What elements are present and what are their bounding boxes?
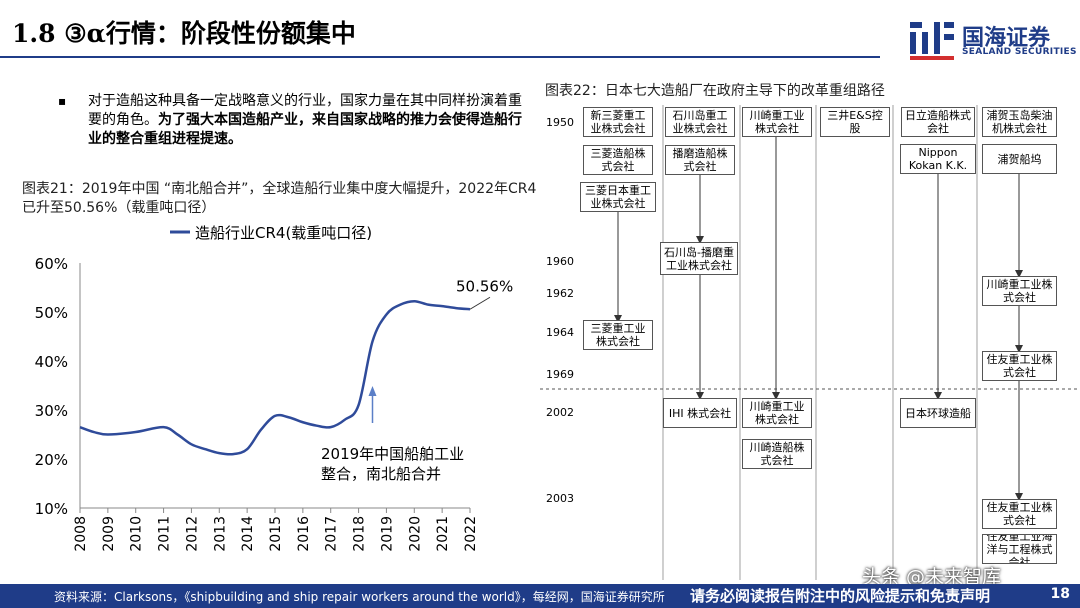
flow-arrows [614,137,1023,501]
footer-source: 资料来源：Clarksons，《shipbuilding and ship re… [54,590,665,604]
box-hitachi: 日立造船株式会社 [901,107,975,137]
year-label: 1964 [546,326,574,339]
watermark-text: 头条 @未来智库 [862,566,1002,588]
sealand-logo-icon [910,22,954,60]
box-sumitomo-2003: 住友重工业株式会社 [982,499,1057,529]
y-tick-label: 60% [35,255,68,273]
event-label-line2: 整合，南北船合并 [321,465,441,483]
footer-disclaimer: 请务必阅读报告附注中的风险提示和免责声明 [690,587,991,605]
box-mitsubishi-ship: 三菱造船株式会社 [583,145,653,175]
year-label: 2003 [546,492,574,505]
legend-label: 造船行业CR4(载重吨口径) [195,224,372,242]
box-kawasaki-1962: 川崎重工业株式会社 [982,276,1057,306]
box-kawasaki-1950: 川崎重工业株式会社 [742,107,812,137]
logo-en-text: SEALAND SECURITIES [962,47,1077,57]
company-logo: 国海证券 SEALAND SECURITIES [908,18,1076,62]
box-mitsubishi-heavy: 三菱重工业株式会社 [583,320,653,350]
page-title: 1.8 ③α行情：阶段性份额集中 [12,19,356,48]
event-arrow-head [368,386,377,396]
x-tick-label: 2010 [129,516,145,552]
end-value-label: 50.56% [456,277,513,295]
bullet-marker: ▪ [58,94,67,108]
bullet-paragraph: ▪ 对于造船这种具备一定战略意义的行业，国家力量在其中同样扮演着重要的角色。为了… [58,92,522,149]
x-tick-label: 2021 [435,516,451,552]
column-dividers [662,105,978,580]
box-uraga-dock: 浦贺船坞 [982,144,1057,174]
box-harima: 播磨造船株式会社 [665,145,735,175]
box-ishikawajima: 石川岛重工业株式会社 [665,107,735,137]
box-mitsubishi-new: 新三菱重工业株式会社 [583,107,653,137]
y-tick-label: 30% [35,402,68,420]
x-tick-label: 2011 [157,516,173,552]
restructuring-diagram: 1950 1960 1962 1964 1969 2002 2003 新三菱重工… [540,100,1080,580]
year-label: 1950 [546,116,574,129]
box-sumitomo-marine: 住友重工业海洋与工程株式会社 [982,534,1057,564]
box-kawasaki-2002: 川崎重工业株式会社 [742,398,812,428]
figure22-title: 图表22：日本七大造船厂在政府主导下的改革重组路径 [545,83,885,99]
bullet-bold-text: 为了强大本国造船产业，来自国家战略的推力会使得造船行业的整合重组进程提速。 [88,112,522,147]
box-sumitomo-1969: 住友重工业株式会社 [982,351,1057,381]
x-tick-label: 2017 [324,516,340,552]
box-jmu: 日本环球造船 [900,398,976,428]
x-tick-label: 2014 [240,516,256,552]
x-tick-label: 2008 [73,516,89,552]
box-kawasaki-ship: 川崎造船株式会社 [742,439,812,469]
box-uraga-tamashima: 浦贺玉岛柴油机株式会社 [982,107,1057,137]
year-label: 2002 [546,406,574,419]
x-tick-label: 2013 [212,516,228,552]
x-tick-label: 2015 [268,516,284,552]
year-label: 1960 [546,255,574,268]
box-ihi: IHI 株式会社 [663,398,737,428]
x-tick-label: 2012 [184,516,200,552]
footer-bar: 资料来源：Clarksons，《shipbuilding and ship re… [0,584,1080,608]
cr4-series-line [79,299,471,456]
bullet-text: 对于造船这种具备一定战略意义的行业，国家力量在其中同样扮演着重要的角色。为了强大… [88,92,522,149]
box-mitsui: 三井E&S控股 [820,107,890,137]
x-tick-label: 2020 [407,516,423,552]
x-tick-label: 2022 [463,516,479,552]
x-tick-label: 2018 [352,516,368,552]
x-tick-label: 2009 [101,516,117,552]
event-label-line1: 2019年中国船舶工业 [321,445,464,463]
y-tick-label: 20% [35,451,68,469]
y-tick-label: 50% [35,304,68,322]
y-tick-label: 40% [35,353,68,371]
year-label: 1962 [546,287,574,300]
box-mitsubishi-japan: 三菱日本重工业株式会社 [580,182,656,212]
y-tick-label: 10% [35,500,68,518]
figure21-title: 图表21：2019年中国 “南北船合并”，全球造船行业集中度大幅提升，2022年… [22,181,537,216]
cr4-line-chart: 10% 20% 30% 40% 50% 60% 2008 2009 2010 2011 2012 20… [35,224,514,552]
diagram-connectors [540,105,1080,580]
title-divider [0,56,880,58]
page-number: 18 [1050,586,1070,602]
x-tick-label: 2019 [379,516,395,552]
bullet-normal-text: 对于造船这种具备一定战略意义的行业，国家力量在其中同样扮演着重要的角色。 [88,93,522,128]
logo-cn-text: 国海证券 [962,26,1051,51]
end-label-leader [469,296,491,310]
year-label: 1969 [546,368,574,381]
x-tick-label: 2016 [296,516,312,552]
box-ishikawajima-harima: 石川岛-播磨重工业株式会社 [660,242,738,275]
box-nkk: Nippon Kokan K.K. [900,144,976,174]
